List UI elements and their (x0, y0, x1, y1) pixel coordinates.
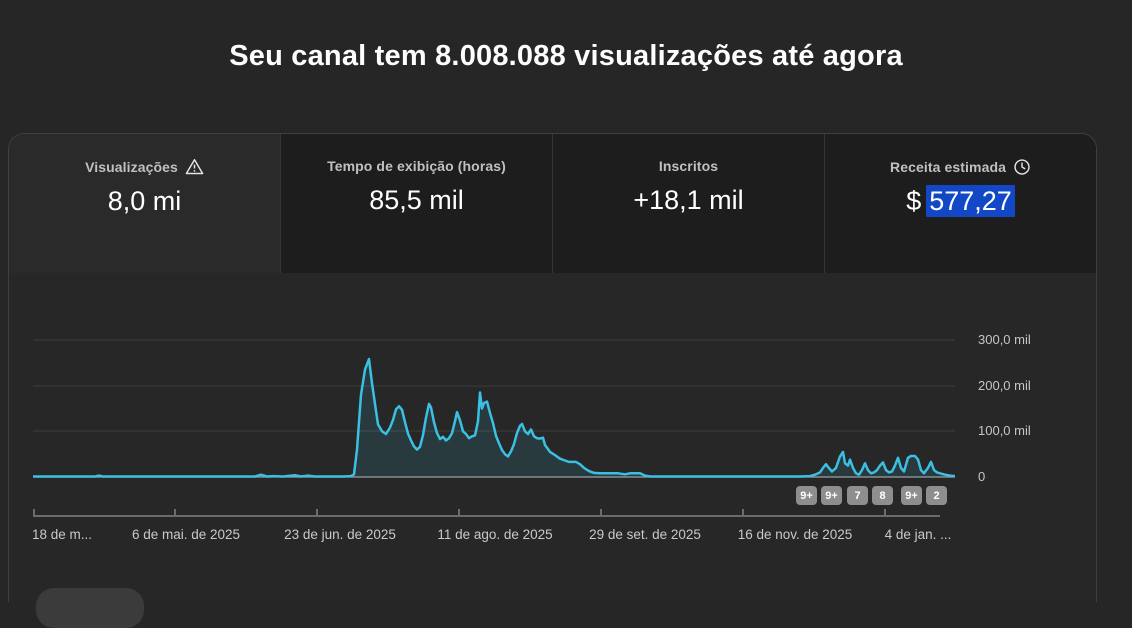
video-count-badge[interactable]: 9+ (796, 486, 817, 505)
y-tick-100k: 100,0 mil (978, 423, 1031, 438)
analytics-panel: Visualizações 8,0 mi Tempo de exibição (… (8, 133, 1097, 602)
tab-visualizacoes-label-row: Visualizações (85, 158, 204, 175)
tab-receita-label-row: Receita estimada (890, 158, 1031, 176)
tab-receita-label: Receita estimada (890, 159, 1006, 175)
tab-receita-value: $577,27 (825, 185, 1096, 217)
chart-line (33, 357, 955, 478)
tab-inscritos-label: Inscritos (658, 158, 719, 174)
metric-tabs: Visualizações 8,0 mi Tempo de exibição (… (9, 134, 1096, 273)
tab-tempo-exibicao-value: 85,5 mil (369, 185, 464, 215)
x-tick-1: 18 de m... (31, 527, 93, 542)
tab-tempo-exibicao-label: Tempo de exibição (horas) (327, 158, 506, 174)
video-count-badge[interactable]: 8 (872, 486, 893, 505)
page-title: Seu canal tem 8.008.088 visualizações at… (229, 40, 903, 72)
tab-receita-estimada[interactable]: Receita estimada $577,27 (824, 134, 1096, 273)
x-tick-6: 16 de nov. de 2025 (737, 527, 853, 542)
x-tick-7: 4 de jan. ... (884, 527, 952, 542)
video-count-badge[interactable]: 7 (847, 486, 868, 505)
selected-revenue-text[interactable]: 577,27 (926, 185, 1015, 217)
tab-inscritos-value: +18,1 mil (633, 185, 744, 215)
video-count-badge[interactable]: 9+ (901, 486, 922, 505)
x-tick-4: 11 de ago. de 2025 (437, 527, 553, 542)
video-count-badge[interactable]: 2 (926, 486, 947, 505)
tab-inscritos[interactable]: Inscritos +18,1 mil (552, 134, 824, 273)
warning-icon[interactable] (185, 158, 204, 175)
currency-symbol: $ (906, 186, 922, 216)
y-tick-0: 0 (978, 469, 986, 484)
tab-visualizacoes[interactable]: Visualizações 8,0 mi (9, 134, 280, 273)
x-tick-3: 23 de jun. de 2025 (284, 527, 396, 542)
video-count-badge[interactable]: 9+ (821, 486, 842, 505)
tab-visualizacoes-value: 8,0 mi (107, 185, 182, 216)
x-tick-5: 29 de set. de 2025 (589, 527, 701, 542)
clock-icon[interactable] (1013, 158, 1031, 176)
chart-area-fill (33, 359, 955, 477)
x-axis (33, 509, 940, 517)
y-tick-200k: 200,0 mil (978, 378, 1031, 393)
y-tick-300k: 300,0 mil (978, 332, 1031, 347)
tab-tempo-exibicao[interactable]: Tempo de exibição (horas) 85,5 mil (280, 134, 552, 273)
x-tick-2: 6 de mai. de 2025 (131, 527, 241, 542)
tab-visualizacoes-label: Visualizações (85, 158, 178, 175)
bottom-button[interactable] (36, 588, 144, 628)
views-area-chart[interactable] (33, 330, 955, 530)
